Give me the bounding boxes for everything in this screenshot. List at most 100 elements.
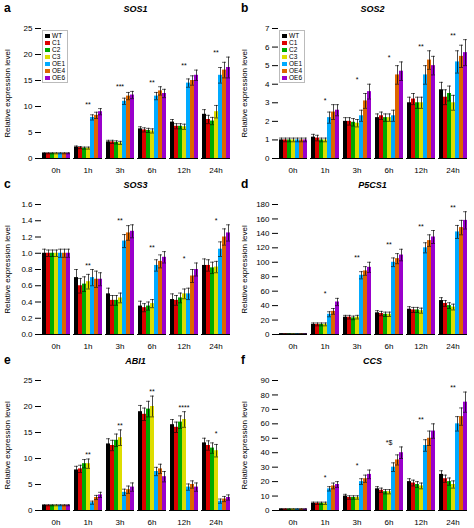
svg-text:90: 90: [261, 376, 270, 385]
svg-text:**: **: [85, 451, 91, 458]
svg-text:*: *: [215, 217, 218, 224]
svg-text:70: 70: [261, 405, 270, 414]
svg-text:24h: 24h: [209, 342, 222, 351]
svg-text:**: **: [149, 388, 155, 395]
svg-text:1h: 1h: [84, 518, 93, 527]
svg-text:Relative expression level: Relative expression level: [3, 49, 12, 138]
svg-text:60: 60: [261, 419, 270, 428]
svg-text:0.4: 0.4: [21, 298, 33, 307]
svg-text:*: *: [324, 474, 327, 481]
svg-text:*: *: [215, 430, 218, 437]
svg-text:0h: 0h: [289, 166, 298, 175]
svg-text:24h: 24h: [209, 518, 222, 527]
svg-text:24h: 24h: [446, 518, 459, 527]
svg-text:*: *: [356, 76, 359, 83]
svg-text:3h: 3h: [353, 166, 362, 175]
svg-text:1.4: 1.4: [21, 216, 33, 225]
svg-text:*$: *$: [386, 439, 393, 446]
svg-text:180: 180: [256, 200, 270, 209]
svg-text:3h: 3h: [353, 518, 362, 527]
svg-text:40: 40: [261, 448, 270, 457]
svg-text:***: ***: [116, 83, 124, 90]
svg-text:6h: 6h: [385, 342, 394, 351]
svg-text:**: **: [213, 49, 219, 56]
svg-text:5: 5: [28, 128, 33, 137]
svg-text:0: 0: [265, 154, 270, 163]
svg-text:**: **: [85, 101, 91, 108]
svg-text:5: 5: [28, 480, 33, 489]
svg-text:1: 1: [265, 135, 270, 144]
svg-text:5: 5: [265, 61, 270, 70]
svg-text:20: 20: [24, 402, 33, 411]
svg-text:7: 7: [265, 24, 270, 33]
svg-text:0.6: 0.6: [21, 281, 33, 290]
svg-text:25: 25: [24, 376, 33, 385]
svg-text:1h: 1h: [321, 342, 330, 351]
svg-text:24h: 24h: [209, 166, 222, 175]
svg-text:**: **: [354, 254, 360, 261]
svg-text:6: 6: [265, 43, 270, 52]
svg-text:140: 140: [256, 229, 270, 238]
svg-text:12h: 12h: [177, 166, 190, 175]
svg-text:15: 15: [24, 76, 33, 85]
svg-text:**: **: [181, 62, 187, 69]
svg-text:1h: 1h: [321, 166, 330, 175]
svg-text:80: 80: [261, 391, 270, 400]
svg-text:Relative expression level: Relative expression level: [3, 225, 12, 314]
svg-text:Relative expression level: Relative expression level: [3, 401, 12, 490]
svg-text:12h: 12h: [414, 166, 427, 175]
svg-text:6h: 6h: [148, 166, 157, 175]
svg-text:1.0: 1.0: [21, 249, 33, 258]
svg-text:*: *: [356, 462, 359, 469]
svg-text:****: ****: [179, 404, 190, 411]
svg-text:12h: 12h: [414, 342, 427, 351]
svg-text:0h: 0h: [52, 518, 61, 527]
svg-text:**: **: [149, 244, 155, 251]
svg-text:3: 3: [265, 98, 270, 107]
svg-text:1.2: 1.2: [21, 233, 33, 242]
svg-text:50: 50: [261, 434, 270, 443]
svg-text:12h: 12h: [177, 342, 190, 351]
svg-text:10: 10: [261, 492, 270, 501]
svg-text:0h: 0h: [289, 518, 298, 527]
svg-text:10: 10: [24, 102, 33, 111]
svg-text:20: 20: [24, 50, 33, 59]
svg-text:0.0: 0.0: [21, 330, 33, 339]
svg-text:24h: 24h: [446, 166, 459, 175]
svg-text:**: **: [418, 223, 424, 230]
svg-text:**: **: [450, 204, 456, 211]
svg-text:2: 2: [265, 117, 270, 126]
svg-text:12h: 12h: [414, 518, 427, 527]
svg-text:0h: 0h: [52, 166, 61, 175]
svg-text:0.2: 0.2: [21, 314, 33, 323]
svg-text:80: 80: [261, 272, 270, 281]
svg-text:**: **: [386, 241, 392, 248]
svg-text:0: 0: [265, 506, 270, 515]
svg-text:0: 0: [28, 154, 33, 163]
svg-text:0h: 0h: [52, 342, 61, 351]
svg-text:10: 10: [24, 454, 33, 463]
svg-text:20: 20: [261, 316, 270, 325]
svg-text:20: 20: [261, 477, 270, 486]
svg-text:0h: 0h: [289, 342, 298, 351]
svg-text:40: 40: [261, 301, 270, 310]
svg-text:4: 4: [265, 80, 270, 89]
svg-text:60: 60: [261, 287, 270, 296]
svg-text:Relative expression level: Relative expression level: [240, 401, 249, 490]
svg-text:*: *: [324, 290, 327, 297]
svg-text:**: **: [117, 217, 123, 224]
svg-text:100: 100: [256, 258, 270, 267]
svg-text:120: 120: [256, 243, 270, 252]
svg-text:6h: 6h: [385, 518, 394, 527]
svg-text:3h: 3h: [353, 342, 362, 351]
svg-text:*: *: [388, 54, 391, 61]
svg-text:6h: 6h: [148, 342, 157, 351]
svg-text:3h: 3h: [116, 518, 125, 527]
svg-text:160: 160: [256, 215, 270, 224]
svg-text:*: *: [324, 97, 327, 104]
svg-text:**: **: [85, 262, 91, 269]
svg-text:6h: 6h: [385, 166, 394, 175]
svg-text:**: **: [117, 422, 123, 429]
svg-text:6h: 6h: [148, 518, 157, 527]
svg-text:15: 15: [24, 428, 33, 437]
